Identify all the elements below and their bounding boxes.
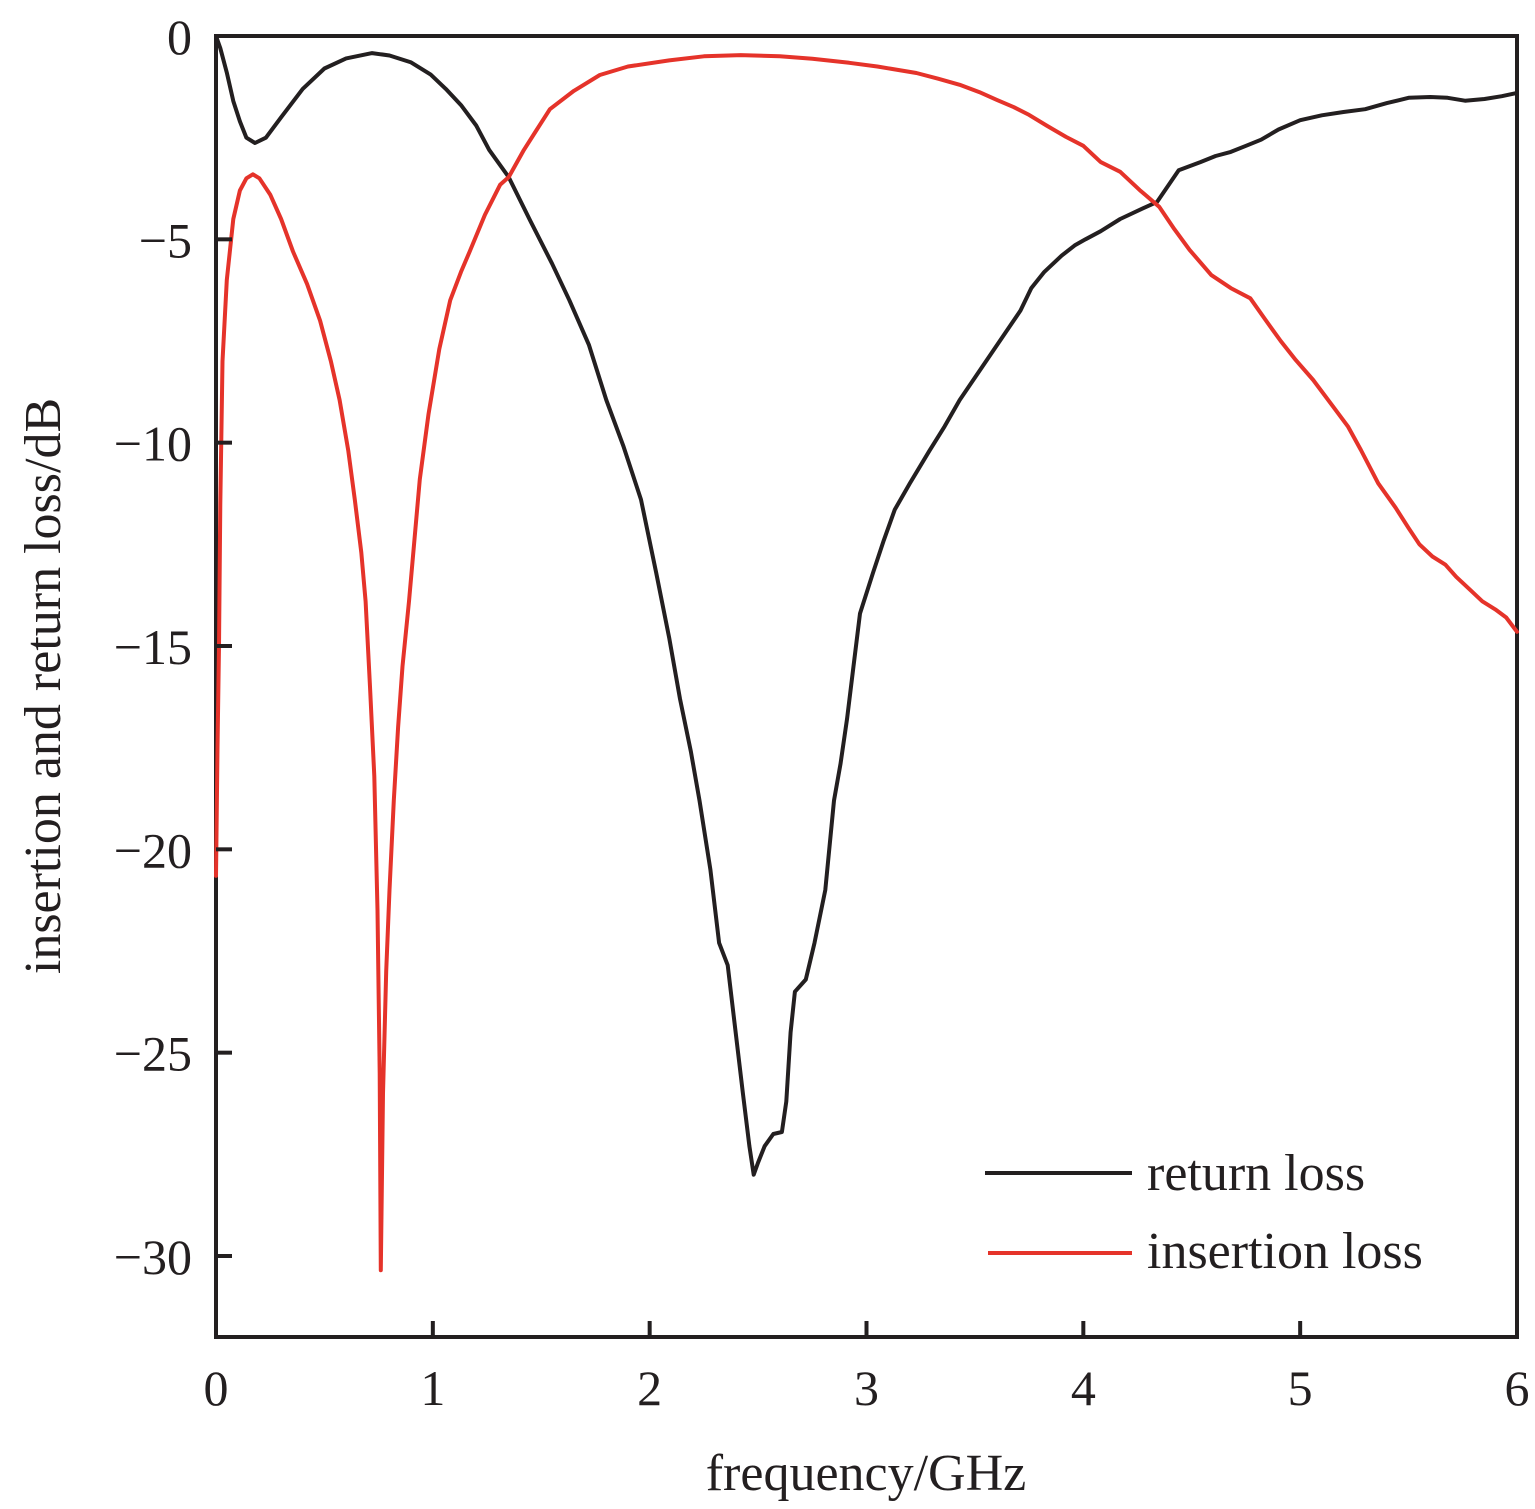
series-line-insertion-loss <box>214 53 1519 1273</box>
series-line-return-loss <box>214 34 1519 1177</box>
series-layer <box>214 34 1519 1273</box>
x-tick-label: 3 <box>854 1360 879 1416</box>
x-tick-label: 2 <box>637 1360 662 1416</box>
x-tick-label: 4 <box>1071 1360 1096 1416</box>
x-tick-label: 6 <box>1505 1360 1530 1416</box>
y-tick-label: −5 <box>139 212 192 268</box>
x-tick-label: 1 <box>420 1360 445 1416</box>
x-axis: 0 1 2 3 4 5 6 <box>204 1321 1530 1416</box>
legend-label-insertion-loss: insertion loss <box>1147 1223 1423 1280</box>
x-tick-label: 5 <box>1288 1360 1313 1416</box>
x-tick-label: 0 <box>204 1360 229 1416</box>
y-tick-label: −15 <box>114 619 192 675</box>
legend: return loss insertion loss <box>985 1145 1423 1280</box>
y-axis-title: insertion and return loss/dB <box>15 398 72 974</box>
legend-label-return-loss: return loss <box>1147 1145 1365 1202</box>
plot-frame <box>214 34 1519 1339</box>
y-tick-label: −30 <box>114 1229 192 1285</box>
y-tick-label: 0 <box>167 9 192 65</box>
x-axis-title: frequency/GHz <box>706 1445 1027 1502</box>
y-tick-label: −20 <box>114 822 192 878</box>
y-axis: 0 −5 −10 −15 −20 −25 −30 <box>114 9 232 1285</box>
plot-border <box>214 34 1519 1339</box>
y-tick-label: −25 <box>114 1026 192 1082</box>
y-tick-label: −10 <box>114 416 192 472</box>
